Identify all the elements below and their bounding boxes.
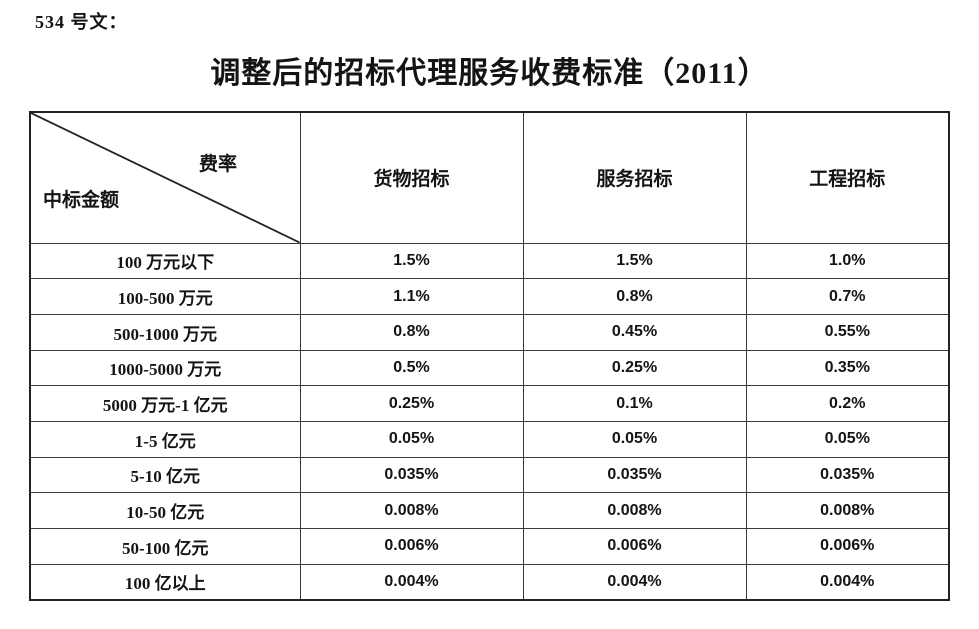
row-label: 100 万元以下 [29, 242, 301, 280]
fee-value: 0.006% [522, 528, 747, 565]
fee-value: 0.8% [299, 313, 524, 351]
corner-label-fee-rate: 费率 [199, 154, 238, 175]
row-label: 5-10 亿元 [29, 456, 301, 494]
table-row: 100-500 万元 1.1% 0.8% 0.7% [29, 278, 950, 315]
doc-number-label: 534 号文： [35, 12, 128, 32]
fee-value: 0.2% [745, 385, 950, 422]
column-header-service-bidding: 服务招标 [522, 111, 747, 244]
fee-value: 0.004% [299, 563, 524, 601]
row-label: 1000-5000 万元 [29, 349, 301, 387]
corner-label-bid-amount: 中标金额 [43, 190, 120, 211]
fee-value: 0.008% [299, 492, 524, 529]
fee-value: 0.004% [522, 563, 747, 601]
diagonal-divider-line [31, 113, 300, 243]
fee-value: 0.035% [745, 456, 950, 494]
fee-value: 0.55% [745, 313, 950, 351]
fee-rate-table: 费率 中标金额 货物招标 服务招标 工程招标 100 万元以下 1.5% 1.5… [29, 111, 950, 601]
fee-value: 0.7% [745, 278, 950, 315]
row-label: 5000 万元-1 亿元 [29, 385, 301, 422]
fee-value: 0.05% [299, 420, 524, 458]
table-row: 1-5 亿元 0.05% 0.05% 0.05% [29, 420, 950, 458]
row-label: 500-1000 万元 [29, 313, 301, 351]
fee-value: 1.0% [745, 242, 950, 280]
fee-value: 0.25% [522, 349, 747, 387]
row-label: 100 亿以上 [29, 563, 301, 601]
table-row: 1000-5000 万元 0.5% 0.25% 0.35% [29, 349, 950, 387]
fee-value: 0.25% [299, 385, 524, 422]
header-row: 费率 中标金额 货物招标 服务招标 工程招标 [29, 111, 950, 244]
table-row: 10-50 亿元 0.008% 0.008% 0.008% [29, 492, 950, 529]
fee-value: 0.05% [522, 420, 747, 458]
column-header-works-bidding: 工程招标 [745, 111, 950, 244]
corner-header-cell: 费率 中标金额 [29, 111, 301, 244]
row-label: 10-50 亿元 [29, 492, 301, 529]
fee-value: 1.5% [299, 242, 524, 280]
row-label: 50-100 亿元 [29, 528, 301, 565]
row-label: 100-500 万元 [29, 278, 301, 315]
fee-value: 0.1% [522, 385, 747, 422]
fee-value: 0.35% [745, 349, 950, 387]
table-row: 5000 万元-1 亿元 0.25% 0.1% 0.2% [29, 385, 950, 422]
page-title: 调整后的招标代理服务收费标准（2011） [210, 57, 769, 90]
table-row: 500-1000 万元 0.8% 0.45% 0.55% [29, 313, 950, 351]
fee-value: 1.1% [299, 278, 524, 315]
fee-value: 1.5% [522, 242, 747, 280]
column-header-goods-bidding: 货物招标 [299, 111, 524, 244]
fee-value: 0.8% [522, 278, 747, 315]
fee-value: 0.45% [522, 313, 747, 351]
table-row: 100 亿以上 0.004% 0.004% 0.004% [29, 563, 950, 601]
row-label: 1-5 亿元 [29, 420, 301, 458]
fee-value: 0.008% [745, 492, 950, 529]
table-row: 50-100 亿元 0.006% 0.006% 0.006% [29, 528, 950, 565]
fee-value: 0.05% [745, 420, 950, 458]
fee-value: 0.035% [522, 456, 747, 494]
fee-value: 0.006% [745, 528, 950, 565]
fee-value: 0.006% [299, 528, 524, 565]
fee-value: 0.008% [522, 492, 747, 529]
table-row: 100 万元以下 1.5% 1.5% 1.0% [29, 242, 950, 280]
fee-value: 0.004% [745, 563, 950, 601]
fee-value: 0.035% [299, 456, 524, 494]
table-row: 5-10 亿元 0.035% 0.035% 0.035% [29, 456, 950, 494]
fee-value: 0.5% [299, 349, 524, 387]
